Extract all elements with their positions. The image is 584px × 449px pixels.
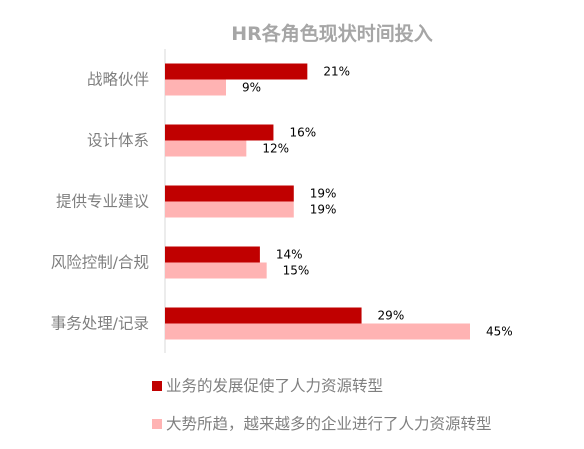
- legend-label: 业务的发展促使了人力资源转型: [166, 377, 383, 395]
- data-label: 21%: [323, 65, 350, 79]
- bar: [165, 307, 362, 324]
- bar: [165, 262, 267, 279]
- data-label: 29%: [378, 309, 405, 323]
- bar: [165, 124, 274, 141]
- data-labels: 21% 9% 16%12% 19% 19% 14% 15% 29% 45%: [242, 65, 513, 339]
- data-label: 9%: [242, 81, 261, 95]
- bar: [165, 140, 247, 157]
- category-label: 设计体系: [87, 132, 149, 150]
- data-label: 12%: [262, 142, 289, 156]
- legend-swatch: [152, 419, 162, 429]
- bar: [165, 201, 294, 218]
- category-label: 风险控制/合规: [51, 254, 149, 272]
- data-label: 19%: [310, 203, 337, 217]
- legend-swatch: [152, 381, 162, 391]
- data-label: 14%: [276, 248, 303, 262]
- category-label: 事务处理/记录: [51, 315, 149, 333]
- data-label: 19%: [310, 187, 337, 201]
- bar: [165, 79, 226, 96]
- bar: [165, 246, 260, 263]
- bar: [165, 63, 308, 80]
- data-label: 16%: [289, 126, 316, 140]
- data-label: 45%: [486, 325, 513, 339]
- category-label: 提供专业建议: [56, 193, 150, 211]
- bar: [165, 323, 470, 340]
- bar: [165, 185, 294, 202]
- category-label: 战略伙伴: [87, 71, 149, 89]
- bars: [165, 63, 470, 340]
- chart-title: HR各角色现状时间投入: [231, 22, 433, 45]
- data-label: 15%: [283, 264, 310, 278]
- legend-label: 大势所趋，越来越多的企业进行了人力资源转型: [166, 415, 492, 433]
